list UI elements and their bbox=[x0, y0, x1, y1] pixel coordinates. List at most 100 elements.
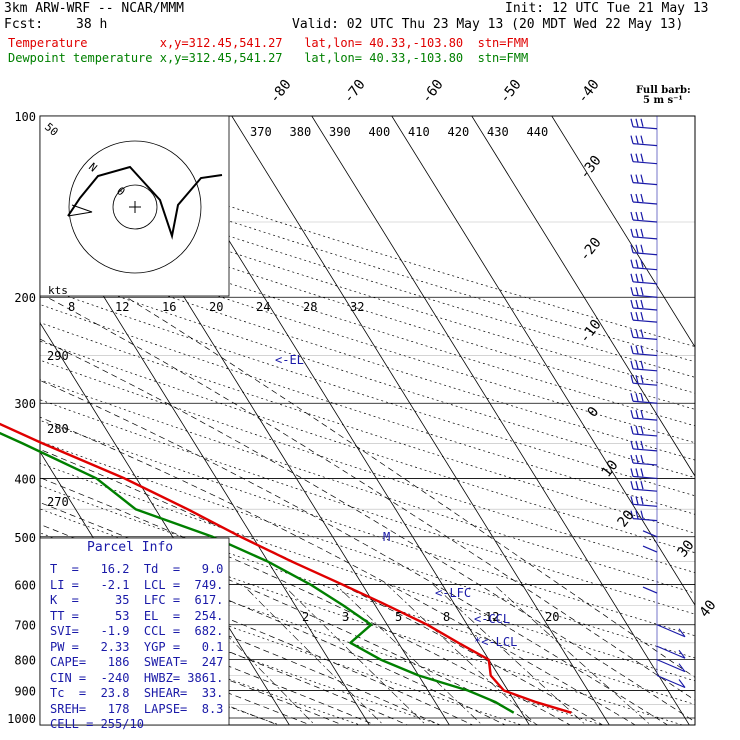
wind-barb bbox=[630, 228, 658, 240]
isotherm-label--70: -70 bbox=[341, 77, 369, 107]
series-layer bbox=[0, 422, 572, 714]
wind-barb bbox=[630, 481, 658, 492]
hodo-speed-label-12: 12 bbox=[115, 300, 129, 314]
isotherm-label--50: -50 bbox=[497, 77, 525, 107]
mixing-ratio-line bbox=[493, 584, 652, 725]
isotherm-label-0: 0 bbox=[585, 404, 603, 420]
wind-barb-flag bbox=[635, 425, 639, 435]
isotherm-label-10: 10 bbox=[599, 457, 622, 480]
parcel-info-row: TT = 53 EL = 254. bbox=[50, 608, 224, 623]
wind-barb-staff bbox=[656, 624, 686, 638]
wind-barb-flag bbox=[635, 311, 639, 321]
wind-barb-flag bbox=[630, 135, 634, 144]
parcel-info-row: SREH= 178 LAPSE= 8.3 bbox=[50, 701, 224, 716]
wind-barb-flag bbox=[635, 329, 639, 338]
wind-barb-flag bbox=[640, 329, 644, 338]
isotherm-label--10: -10 bbox=[577, 317, 605, 347]
forecast-hour: 38 h bbox=[76, 17, 108, 32]
pressure-tick-700: 700 bbox=[14, 619, 36, 633]
wind-barb-flag bbox=[635, 273, 639, 282]
wind-barb bbox=[630, 287, 658, 298]
init-time: Init: 12 UTC Tue 21 May 13 bbox=[505, 1, 709, 16]
wind-barb-flag bbox=[635, 468, 639, 477]
wind-barb bbox=[656, 624, 686, 638]
mixing-ratio-line bbox=[335, 584, 483, 725]
wind-barb-staff bbox=[632, 417, 658, 421]
wind-barb-flag bbox=[630, 345, 634, 354]
temperature-profile bbox=[0, 422, 572, 714]
wind-barb-flag bbox=[630, 440, 634, 450]
theta-label-370: 370 bbox=[250, 125, 272, 139]
level-annotation-3: <-CCL bbox=[474, 612, 510, 626]
dry-adiabat bbox=[40, 379, 695, 594]
wind-barb-flag bbox=[635, 481, 639, 490]
wind-barb-flag bbox=[630, 153, 634, 162]
wind-barb-flag bbox=[630, 311, 634, 321]
pressure-tick-200: 200 bbox=[14, 291, 36, 305]
hodo-speed-label-16: 16 bbox=[162, 300, 176, 314]
pressure-tick-300: 300 bbox=[14, 397, 36, 411]
wind-barb bbox=[630, 118, 658, 130]
forecast-label: Fcst: bbox=[4, 17, 44, 32]
wind-barb-flag bbox=[630, 287, 634, 296]
wind-barb-flag bbox=[635, 454, 639, 464]
parcel-info-row: LI = -2.1 LCL = 749. bbox=[50, 577, 224, 592]
wind-barb-flag bbox=[635, 345, 639, 354]
wind-barb-flag bbox=[640, 496, 644, 505]
pressure-tick-800: 800 bbox=[14, 654, 36, 668]
wind-barb-flag bbox=[635, 228, 639, 238]
wind-barb-flag bbox=[640, 211, 644, 221]
wind-barb-flag bbox=[635, 244, 639, 253]
moist-adiabat bbox=[40, 606, 344, 725]
wind-barb-flag bbox=[630, 211, 634, 221]
wind-barb-staff bbox=[632, 488, 658, 492]
wind-barb-flag bbox=[635, 510, 639, 519]
moist-adiabat bbox=[40, 338, 695, 723]
theta-label-430: 430 bbox=[487, 125, 509, 139]
isotherm bbox=[471, 116, 695, 477]
wind-barb-staff bbox=[656, 675, 686, 689]
wind-barb-flag bbox=[630, 273, 634, 282]
wind-barb bbox=[630, 409, 658, 421]
wind-barb-flag bbox=[630, 193, 634, 203]
mixing-ratio-line bbox=[282, 584, 427, 725]
wind-barb-staff bbox=[642, 545, 658, 553]
isotherm-label--60: -60 bbox=[419, 77, 447, 107]
wind-barb-staff bbox=[632, 462, 658, 466]
wind-barb-flag bbox=[630, 259, 634, 268]
wind-barb-flag bbox=[630, 118, 634, 127]
wind-barb-staff bbox=[632, 236, 658, 240]
wind-barb-flag bbox=[635, 193, 639, 203]
wind-barb-flag bbox=[640, 510, 644, 519]
isotherm-label--30: -30 bbox=[577, 153, 605, 183]
wind-barb-flag bbox=[630, 496, 634, 505]
wind-barb-staff bbox=[632, 319, 658, 323]
wind-barb-flag bbox=[635, 153, 639, 162]
level-annotation-4: *<-LCL bbox=[474, 635, 517, 649]
wind-barb-flag bbox=[635, 496, 639, 505]
wind-barb-staff bbox=[632, 219, 658, 223]
wind-barb-flag bbox=[630, 375, 634, 384]
mixing-ratio-label-2: 2 bbox=[302, 610, 309, 624]
wind-barb-staff bbox=[632, 143, 658, 147]
wind-barb bbox=[642, 586, 658, 594]
wind-barb bbox=[630, 259, 658, 271]
theta-label-400: 400 bbox=[369, 125, 391, 139]
wind-barb-flag bbox=[630, 174, 634, 183]
theta-label-290: 290 bbox=[47, 349, 69, 363]
wind-barb-flag bbox=[640, 174, 644, 183]
wind-barb-flag bbox=[635, 259, 639, 268]
parcel-info-row: T = 16.2 Td = 9.0 bbox=[50, 562, 224, 576]
wind-barb-staff bbox=[632, 307, 658, 311]
wind-barb-staff bbox=[632, 181, 658, 186]
wind-barb-flag bbox=[630, 244, 634, 253]
wind-barb-flag bbox=[635, 393, 639, 402]
mixing-ratio-label-5: 5 bbox=[395, 610, 402, 624]
isotherm-label-20: 20 bbox=[615, 507, 638, 530]
parcel-info-row: PW = 2.33 YGP = 0.1 bbox=[50, 639, 224, 654]
dry-adiabat bbox=[40, 269, 695, 479]
wind-barb-flag bbox=[640, 311, 644, 321]
valid-time: Valid: 02 UTC Thu 23 May 13 (20 MDT Wed … bbox=[292, 17, 684, 32]
wind-barb-flag bbox=[640, 259, 644, 268]
hodograph-unit-label: kts bbox=[48, 284, 68, 297]
